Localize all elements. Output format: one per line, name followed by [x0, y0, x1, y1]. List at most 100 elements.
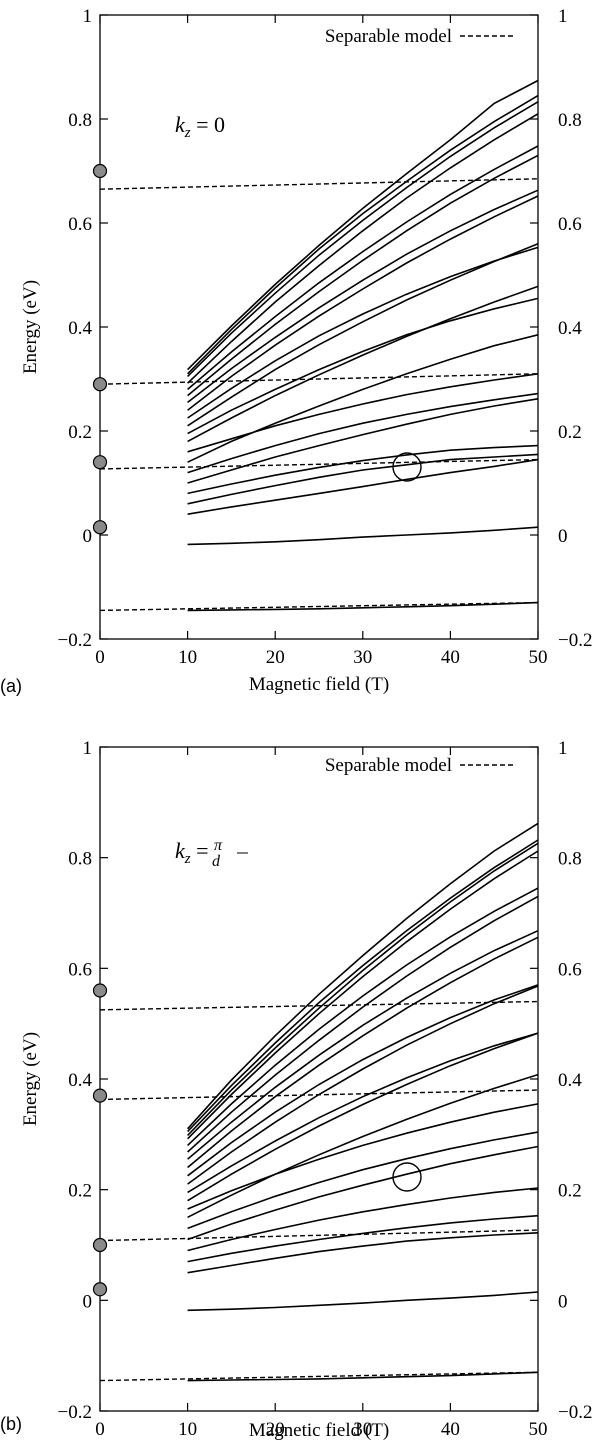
- separable-level-b-1: [99, 1229, 539, 1242]
- y-axis-label-b: Energy (eV): [20, 1032, 41, 1126]
- x-tick-label-b-2: 20: [266, 1419, 285, 1440]
- level-line-a-11: [187, 243, 539, 427]
- plot-frame-b: [99, 746, 539, 1412]
- separable-level-b-3: [99, 1000, 539, 1011]
- separable-level-a-0: [99, 601, 539, 612]
- level-line-b-10: [187, 1032, 539, 1194]
- zero-field-point-b-2: [92, 1237, 108, 1253]
- level-line-a-5: [187, 398, 539, 484]
- x-axis-label-b: Magnetic field (T): [249, 1420, 389, 1440]
- y-tick-label-right-a-2: 0.2: [558, 422, 582, 443]
- level-line-b-4: [187, 1187, 539, 1252]
- level-line-b-1: [187, 1291, 539, 1312]
- level-line-a-8: [187, 373, 539, 453]
- y-tick-label-right-b-0: −0.2: [558, 1402, 592, 1423]
- zero-field-point-b-0: [92, 983, 108, 998]
- level-line-b-8: [187, 1103, 539, 1210]
- y-tick-label-left-b-3: 0.4: [68, 1070, 92, 1091]
- tick-labels-a: 0 10 20 30 40 50−0.2 −0.20 00.2 0.20.4 0.40.6 0.60…: [58, 6, 593, 668]
- level-line-b-16: [187, 887, 539, 1146]
- x-tick-label-a-1: 10: [178, 647, 197, 668]
- level-line-b-18: [187, 839, 539, 1133]
- y-tick-label-left-b-0: −0.2: [58, 1402, 92, 1423]
- x-tick-label-b-4: 40: [441, 1419, 460, 1440]
- zero-field-points-b: [92, 983, 108, 1297]
- zero-field-point-a-3: [92, 520, 108, 535]
- tick-labels-b: 0 10 20 30 40 50−0.2 −0.20 00.2 0.20.4 0.40.6 0.60…: [58, 738, 593, 1440]
- y-tick-label-left-a-3: 0.4: [68, 318, 92, 339]
- y-tick-label-left-a-4: 0.6: [68, 214, 92, 235]
- y-tick-label-left-b-5: 0.8: [68, 849, 92, 870]
- level-line-b-3: [187, 1214, 539, 1263]
- panel-b: 0 10 20 30 40 50−0.2 −0.20 00.2 0.20.4 0.40.6 0.60…: [0, 738, 592, 1440]
- level-line-a-15: [187, 154, 539, 397]
- x-tick-label-b-0: 0: [95, 1419, 105, 1440]
- level-line-b-7: [187, 1073, 539, 1219]
- separable-lines-a: [99, 178, 539, 612]
- level-line-a-3: [187, 453, 539, 505]
- y-tick-label-left-b-4: 0.6: [68, 959, 92, 980]
- level-line-a-7: [187, 334, 539, 463]
- x-axis-label-a: Magnetic field (T): [249, 674, 389, 695]
- x-tick-label-b-1: 10: [178, 1419, 197, 1440]
- plot-frame-a: [99, 14, 539, 640]
- level-line-b-2: [187, 1232, 539, 1274]
- y-tick-label-right-b-5: 0.8: [558, 849, 582, 870]
- crossing-marker-b: [392, 1162, 422, 1192]
- y-tick-label-right-b-6: 1: [558, 738, 568, 759]
- zero-field-point-a-2: [92, 455, 108, 470]
- level-line-a-0: [187, 601, 539, 612]
- level-line-a-1: [187, 526, 539, 546]
- x-tick-label-a-3: 30: [353, 647, 372, 668]
- level-line-b-5: [187, 1145, 539, 1241]
- level-line-a-10: [187, 297, 539, 435]
- panel-label-a: (a): [0, 676, 22, 696]
- zero-field-points-a: [92, 163, 108, 535]
- separable-level-a-1: [99, 458, 539, 470]
- level-line-a-16: [187, 145, 539, 391]
- panel-a: 0 10 20 30 40 50−0.2 −0.20 00.2 0.20.4 0.40.6 0.60…: [0, 6, 592, 696]
- x-tick-label-b-5: 50: [529, 1419, 548, 1440]
- y-tick-label-left-b-2: 0.2: [68, 1181, 92, 1202]
- level-line-b-19: [187, 822, 539, 1130]
- ticks-a: [99, 14, 539, 640]
- level-line-a-17: [187, 113, 539, 384]
- y-tick-label-right-a-6: 1: [558, 6, 568, 27]
- y-tick-label-left-b-6: 1: [83, 738, 93, 759]
- level-line-b-11: [187, 985, 539, 1185]
- zero-field-point-a-0: [92, 163, 108, 179]
- level-line-b-13: [187, 936, 539, 1169]
- separable-lines-b: [99, 1000, 539, 1382]
- level-line-a-19: [187, 79, 539, 371]
- y-tick-label-left-a-6: 1: [83, 6, 93, 27]
- y-tick-label-right-b-1: 0: [558, 1291, 568, 1312]
- series-lines-b: [187, 822, 539, 1382]
- y-tick-label-right-b-4: 0.6: [558, 959, 582, 980]
- y-axis-label-a: Energy (eV): [20, 280, 41, 374]
- x-tick-label-a-2: 20: [266, 647, 285, 668]
- y-tick-label-left-a-2: 0.2: [68, 422, 92, 443]
- y-tick-label-left-a-1: 0: [83, 526, 93, 547]
- separable-level-b-0: [99, 1371, 539, 1382]
- zero-field-point-a-1: [92, 377, 108, 392]
- x-tick-label-a-0: 0: [95, 647, 105, 668]
- level-line-a-2: [187, 458, 539, 515]
- level-line-a-4: [187, 444, 539, 495]
- level-line-b-15: [187, 895, 539, 1153]
- panel-label-b: (b): [0, 1414, 22, 1434]
- level-line-b-14: [187, 929, 539, 1160]
- separable-level-a-2: [99, 373, 539, 385]
- ticks-b: [99, 746, 539, 1412]
- series-lines-a: [187, 79, 539, 612]
- x-tick-label-a-4: 40: [441, 647, 460, 668]
- level-line-b-0: [187, 1371, 539, 1382]
- level-line-b-12: [187, 984, 539, 1177]
- y-tick-label-left-a-0: −0.2: [58, 630, 92, 651]
- y-tick-label-right-a-0: −0.2: [558, 630, 592, 651]
- level-line-b-17: [187, 850, 539, 1140]
- level-line-a-20: [187, 94, 539, 375]
- level-line-a-12: [187, 246, 539, 419]
- y-tick-label-right-b-3: 0.4: [558, 1070, 582, 1091]
